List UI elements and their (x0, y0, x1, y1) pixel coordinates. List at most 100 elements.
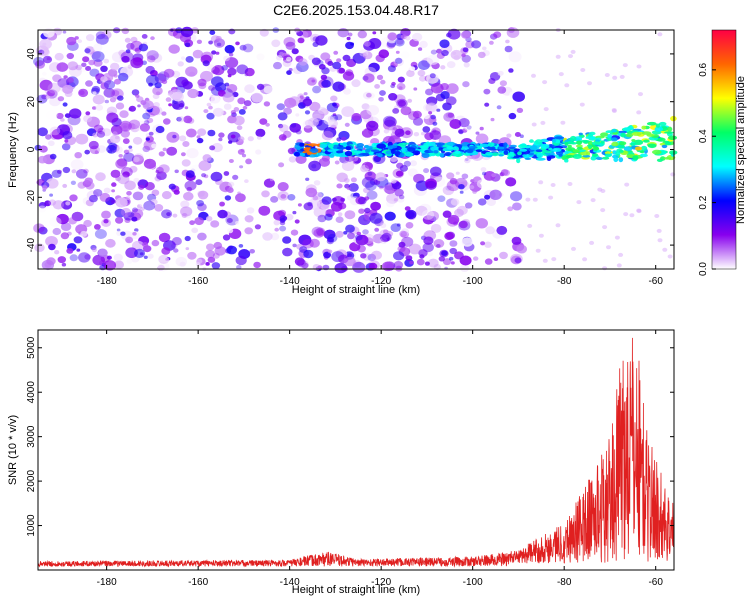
noise-blob (177, 61, 184, 67)
signal-blob (377, 153, 383, 158)
noise-blob (430, 166, 442, 177)
noise-blob (103, 58, 110, 64)
noise-blob (196, 200, 205, 207)
noise-blob (182, 141, 190, 147)
noise-blob (395, 57, 403, 64)
noise-blob (499, 80, 507, 87)
noise-blob (226, 218, 233, 223)
snr-y-ticks: 1000 2000 3000 4000 5000 (26, 336, 674, 537)
noise-blob (399, 165, 408, 172)
noise-blob (303, 92, 308, 96)
noise-blob (285, 41, 296, 50)
signal-blob (345, 146, 352, 151)
noise-blob (244, 227, 253, 235)
noise-blob (123, 152, 135, 162)
noise-blob (412, 117, 424, 126)
signal-blob (372, 147, 378, 151)
noise-blob (145, 65, 155, 74)
noise-blob (473, 256, 479, 261)
noise-blob (184, 42, 191, 48)
signal-blob (364, 144, 370, 149)
noise-blob (367, 253, 377, 261)
noise-blob (462, 47, 469, 53)
noise-blob (413, 87, 418, 91)
signal-blob (606, 137, 613, 142)
noise-blob (146, 74, 159, 86)
noise-blob (42, 42, 47, 46)
noise-blob (115, 102, 125, 110)
noise-blob (85, 66, 92, 71)
signal-blob (535, 139, 543, 145)
x-tick-label: -80 (557, 577, 572, 588)
signal-blob (580, 139, 591, 143)
noise-blob (461, 53, 466, 58)
noise-blob (482, 171, 487, 176)
noise-blob (323, 126, 337, 138)
noise-blob (290, 123, 297, 128)
signal-blob (580, 151, 589, 156)
noise-blob (450, 198, 460, 206)
y-tick-label: 40 (26, 48, 37, 60)
noise-blob (88, 194, 98, 203)
noise-blob (393, 251, 405, 261)
noise-blob (206, 112, 215, 120)
noise-blob (667, 254, 673, 259)
noise-blob (656, 228, 662, 233)
y-tick-label: 5000 (26, 336, 37, 359)
noise-blob (181, 56, 185, 60)
noise-blob (382, 261, 394, 272)
noise-blob (351, 79, 361, 88)
noise-blob (363, 187, 371, 194)
noise-blob (433, 239, 445, 248)
noise-blob (292, 243, 297, 248)
noise-blob (118, 72, 129, 82)
noise-blob (186, 148, 199, 159)
colorbar-tick-label: 0.6 (698, 62, 709, 76)
noise-blob (538, 180, 544, 185)
signal-blob (548, 147, 553, 151)
noise-blob (91, 51, 105, 62)
signal-blob (591, 153, 599, 157)
y-tick-label: -20 (26, 190, 37, 205)
noise-blob (312, 195, 319, 201)
noise-blob (110, 62, 120, 71)
noise-blob (386, 193, 399, 204)
noise-blob (237, 97, 246, 105)
signal-blob (564, 158, 569, 163)
noise-blob (600, 208, 606, 213)
x-tick-label: -100 (463, 577, 483, 588)
noise-blob (37, 155, 48, 164)
noise-blob (239, 44, 247, 51)
noise-blob (512, 202, 522, 211)
noise-blob (97, 145, 107, 153)
noise-blob (372, 31, 377, 35)
noise-blob (110, 169, 121, 178)
noise-blob (155, 91, 161, 96)
noise-blob (66, 36, 77, 46)
noise-blob (244, 215, 254, 223)
noise-blob (256, 83, 265, 90)
noise-blob (228, 245, 233, 250)
signal-blob (617, 145, 626, 149)
signal-blob (466, 148, 474, 154)
noise-blob (163, 68, 175, 78)
noise-blob (432, 121, 438, 126)
signal-blob (404, 152, 414, 157)
noise-blob (210, 95, 221, 104)
noise-blob (576, 200, 582, 205)
noise-blob (47, 82, 61, 94)
noise-blob (95, 104, 104, 111)
noise-blob (418, 47, 423, 51)
noise-blob (185, 170, 195, 178)
noise-blob (121, 167, 133, 177)
noise-blob (279, 124, 289, 133)
noise-blob (397, 196, 405, 203)
noise-blob (332, 61, 342, 70)
noise-blob (344, 256, 356, 267)
noise-blob (62, 183, 68, 188)
noise-blob (62, 102, 68, 107)
noise-blob (405, 209, 417, 220)
noise-blob (56, 169, 62, 174)
noise-blob (74, 152, 82, 159)
